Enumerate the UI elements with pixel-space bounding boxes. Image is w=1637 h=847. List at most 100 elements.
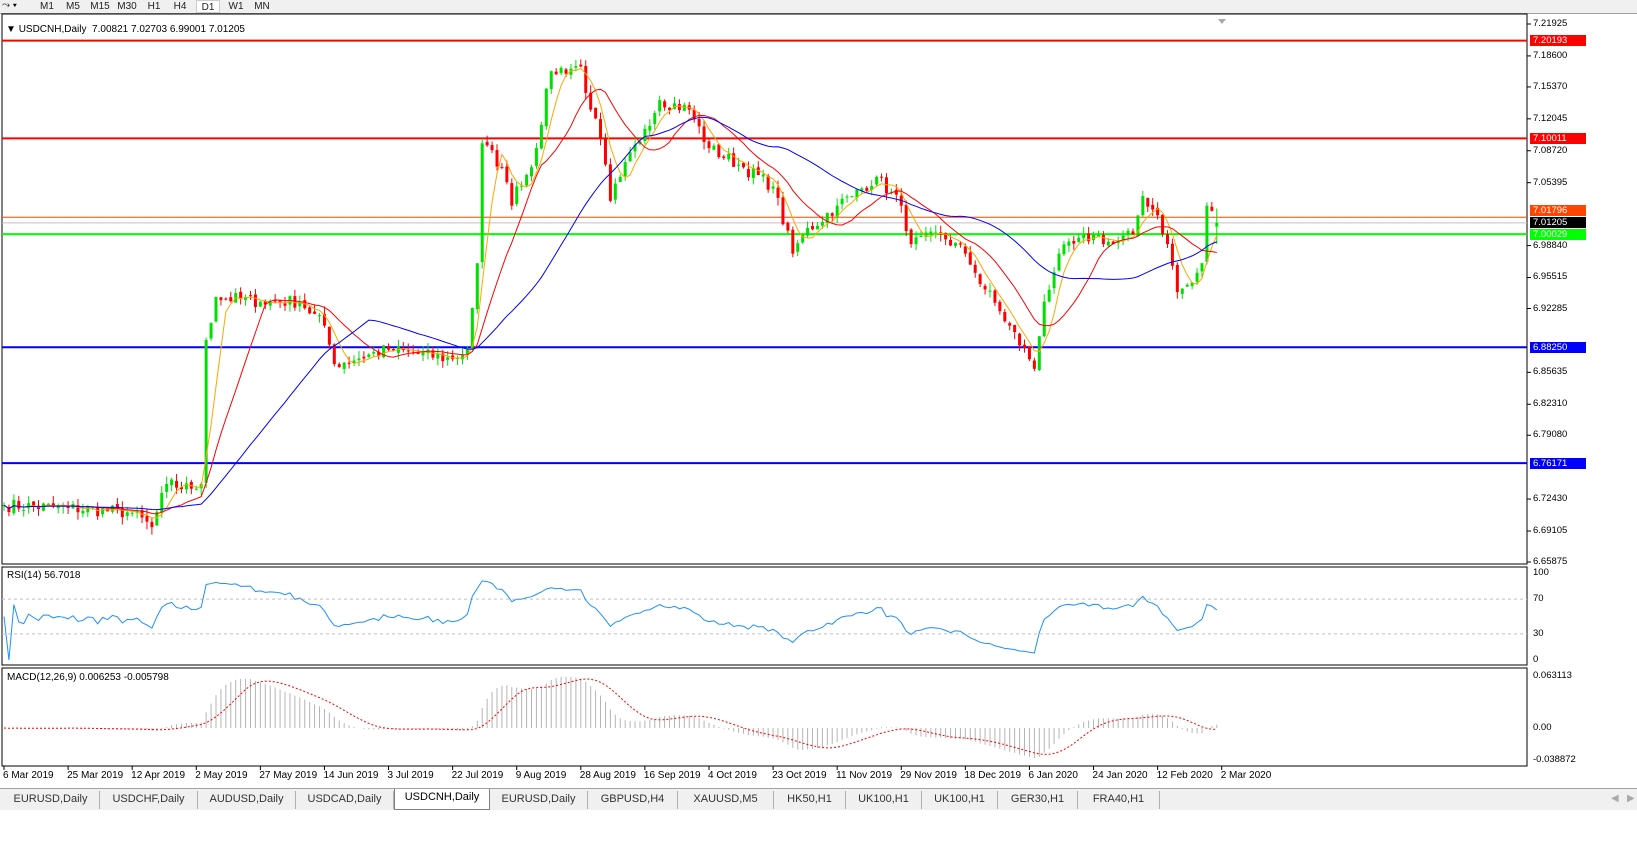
- candle-bull: [929, 231, 933, 235]
- tab-eurusd-daily[interactable]: EURUSD,Daily: [490, 791, 588, 809]
- candle-bull: [372, 352, 376, 354]
- candle-bull: [820, 221, 824, 226]
- candle-bull: [1215, 222, 1219, 227]
- rsi-tick-label: 30: [1533, 627, 1544, 639]
- macd-panel: [1, 667, 1528, 767]
- candle-bull: [633, 144, 637, 152]
- date-tick-label: 18 Dec 2019: [964, 770, 1022, 781]
- timeframe-mn[interactable]: MN: [254, 1, 270, 12]
- candle-bear: [1146, 197, 1150, 207]
- candle-bear: [830, 213, 834, 216]
- candle-bull: [170, 479, 174, 486]
- price-tick-label: 6.85635: [1533, 366, 1568, 378]
- candle-bull: [421, 352, 425, 356]
- candle-bull: [643, 128, 647, 141]
- drawing-tools-dropdown[interactable]: ⤳ ▾: [2, 0, 17, 11]
- candle-bear: [677, 104, 681, 111]
- candle-bear: [766, 175, 770, 190]
- candle-bear: [608, 164, 612, 201]
- candle-bull: [204, 340, 208, 483]
- tab-xauusd-m5[interactable]: XAUUSD,M5: [678, 791, 774, 809]
- timeframe-m15[interactable]: M15: [90, 1, 110, 12]
- candle-bear: [998, 301, 1002, 312]
- candle-bull: [436, 354, 440, 359]
- candle-bear: [283, 303, 287, 306]
- tab-gbpusd-h4[interactable]: GBPUSD,H4: [588, 791, 678, 809]
- candle-bear: [746, 169, 750, 178]
- price-tick-label: 7.05395: [1533, 176, 1568, 188]
- tab-fra40-h1[interactable]: FRA40,H1: [1078, 791, 1160, 809]
- candle-bear: [347, 362, 351, 364]
- candle-bull: [1116, 240, 1120, 244]
- candle-bear: [1008, 323, 1012, 326]
- timeframe-h1[interactable]: H1: [147, 1, 161, 12]
- candle-bull: [268, 300, 272, 306]
- candle-bull: [318, 315, 322, 317]
- candle-bull: [1057, 253, 1061, 271]
- timeframe-d1[interactable]: D1: [196, 0, 220, 13]
- candle-bull: [258, 301, 262, 307]
- timeframe-w1[interactable]: W1: [228, 1, 244, 12]
- candle-bear: [1175, 264, 1179, 293]
- chart-canvas[interactable]: [0, 0, 1637, 788]
- candle-bull: [539, 124, 543, 149]
- candle-bull: [475, 263, 479, 310]
- candle-bear: [909, 229, 913, 245]
- candle-bear: [717, 144, 721, 158]
- timeframe-m5[interactable]: M5: [66, 1, 80, 12]
- timeframe-m30[interactable]: M30: [117, 1, 137, 12]
- candle-bull: [653, 113, 657, 125]
- candle-bull: [1180, 288, 1184, 294]
- main-panel: [1, 13, 1528, 565]
- candle-bear: [865, 187, 869, 191]
- scroll-left-icon[interactable]: ◀: [1611, 793, 1619, 804]
- candle-bear: [594, 107, 598, 119]
- candle-bull: [382, 345, 386, 358]
- candle-bull: [465, 349, 469, 354]
- candle-bear: [377, 351, 381, 356]
- candle-bull: [761, 174, 765, 177]
- tab-audusd-daily[interactable]: AUDUSD,Daily: [198, 791, 296, 809]
- candle-bull: [806, 227, 810, 236]
- date-tick-label: 4 Oct 2019: [707, 770, 757, 781]
- candle-bull: [56, 505, 60, 509]
- candle-bull: [22, 509, 26, 511]
- candle-bull: [825, 213, 829, 224]
- candle-bear: [811, 226, 815, 230]
- candle-bear: [944, 232, 948, 240]
- level-price-label: 6.88250: [1530, 341, 1586, 353]
- candle-bull: [534, 147, 538, 166]
- candle-bear: [894, 189, 898, 195]
- collapse-arrow-icon[interactable]: ▼: [6, 24, 16, 35]
- candle-bull: [682, 104, 686, 111]
- candle-bull: [214, 296, 218, 322]
- candle-bull: [1205, 205, 1209, 262]
- tab-usdcnh-daily[interactable]: USDCNH,Daily: [394, 789, 490, 810]
- tab-eurusd-daily[interactable]: EURUSD,Daily: [2, 791, 100, 809]
- candle-bull: [460, 355, 464, 360]
- candle-bull: [27, 503, 31, 509]
- date-tick-label: 11 Nov 2019: [836, 770, 893, 781]
- candle-bull: [549, 71, 553, 90]
- timeframe-h4[interactable]: H4: [173, 1, 187, 12]
- candle-bear: [983, 285, 987, 290]
- price-tick-label: 6.95515: [1533, 271, 1568, 283]
- candle-bear: [589, 92, 593, 110]
- level-price-label: 7.20193: [1530, 35, 1586, 47]
- tab-usdchf-daily[interactable]: USDCHF,Daily: [100, 791, 198, 809]
- candle-bull: [165, 484, 169, 492]
- tab-hk50-h1[interactable]: HK50,H1: [774, 791, 846, 809]
- candle-bull: [835, 205, 839, 218]
- price-tick-label: 6.82310: [1533, 398, 1568, 410]
- level-price-label: 7.01796: [1530, 204, 1586, 216]
- tab-ger30-h1[interactable]: GER30,H1: [998, 791, 1078, 809]
- candle-bear: [332, 344, 336, 365]
- candle-bull: [1096, 234, 1100, 237]
- tab-uk100-h1[interactable]: UK100,H1: [846, 791, 922, 809]
- tab-usdcad-daily[interactable]: USDCAD,Daily: [296, 791, 394, 809]
- scroll-right-icon[interactable]: ▶: [1627, 793, 1635, 804]
- candle-bull: [130, 512, 134, 514]
- candle-bear: [1072, 240, 1076, 244]
- tab-uk100-h1[interactable]: UK100,H1: [922, 791, 998, 809]
- timeframe-m1[interactable]: M1: [40, 1, 54, 12]
